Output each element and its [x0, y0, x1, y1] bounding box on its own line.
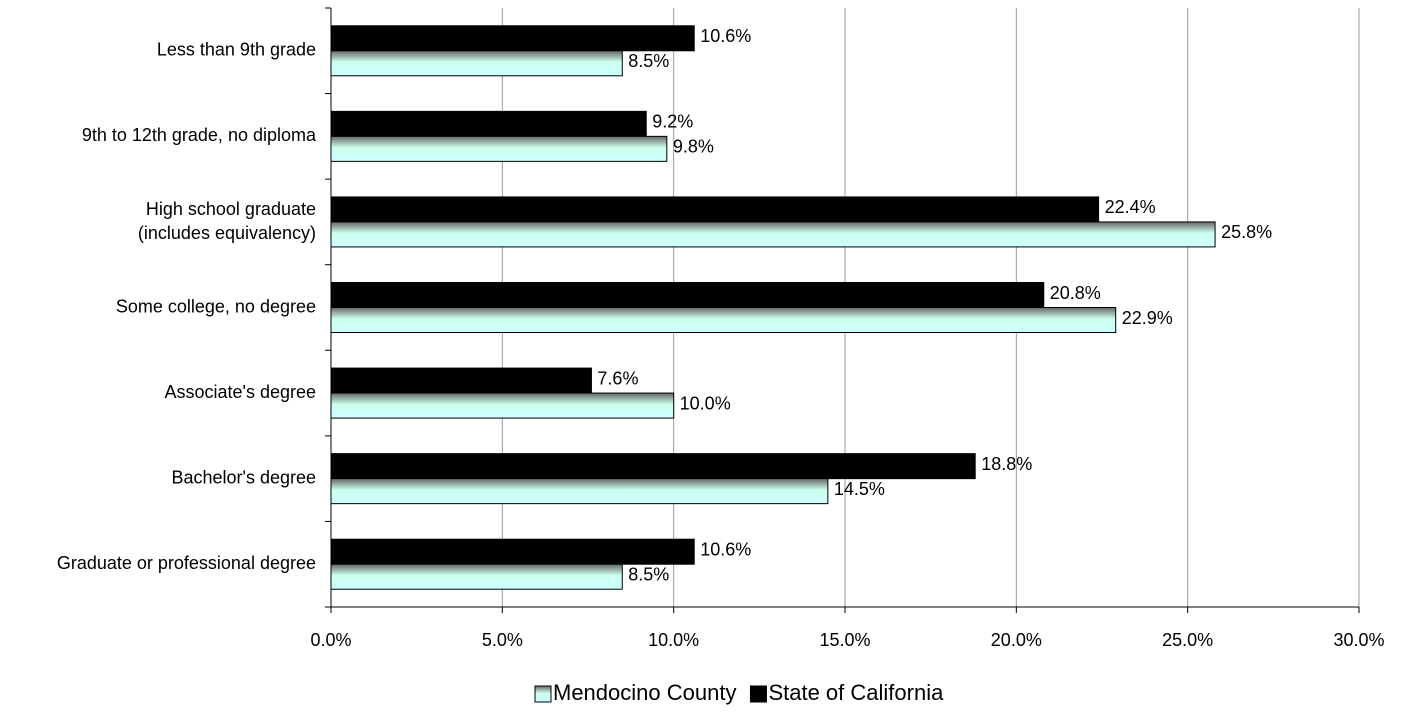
legend-label: Mendocino County [553, 680, 736, 705]
data-label: 9.2% [652, 112, 693, 132]
data-label: 10.6% [700, 26, 751, 46]
x-tick-label: 10.0% [648, 630, 699, 650]
bar [330, 307, 1117, 333]
bar [330, 282, 1045, 308]
y-tick-label-line: (includes equivalency) [138, 223, 316, 243]
bar [330, 563, 623, 590]
x-tick-label: 25.0% [1162, 630, 1213, 650]
bar [330, 196, 1100, 223]
x-tick-label: 5.0% [482, 630, 523, 650]
data-label: 18.8% [981, 454, 1032, 474]
data-label: 9.8% [673, 137, 714, 157]
y-tick-label: Graduate or professional degree [57, 553, 316, 573]
data-label: 25.8% [1221, 222, 1272, 242]
legend-swatch [749, 685, 767, 703]
data-label: 8.5% [628, 51, 669, 71]
data-label: 10.0% [680, 393, 731, 413]
y-tick-label-line: High school graduate [146, 199, 316, 219]
y-tick-label: Bachelor's degree [171, 467, 316, 487]
bar [330, 392, 675, 419]
x-tick-label: 15.0% [819, 630, 870, 650]
y-tick-label: 9th to 12th grade, no diploma [82, 125, 317, 145]
data-label: 10.6% [700, 539, 751, 559]
bar [330, 50, 623, 77]
y-tick-label: High school graduate (includes equivalenc… [138, 199, 316, 243]
x-tick-label: 20.0% [991, 630, 1042, 650]
y-tick-label: Associate's degree [164, 382, 316, 402]
x-tick-label: 30.0% [1333, 630, 1384, 650]
bar [330, 135, 668, 162]
y-tick-label: Some college, no degree [116, 296, 316, 316]
bar [330, 453, 976, 480]
bar [330, 110, 647, 137]
data-label: 20.8% [1050, 283, 1101, 303]
data-label: 22.9% [1122, 308, 1173, 328]
x-tick-label: 0.0% [310, 630, 351, 650]
legend-label: State of California [768, 680, 944, 705]
bar [330, 367, 592, 394]
data-label: 14.5% [834, 479, 885, 499]
data-label: 22.4% [1105, 197, 1156, 217]
data-label: 8.5% [628, 564, 669, 584]
legend-swatch [534, 685, 552, 703]
y-tick-label: Less than 9th grade [157, 40, 316, 60]
bar [330, 25, 695, 52]
data-label: 7.6% [597, 368, 638, 388]
bar [330, 221, 1216, 248]
bar [330, 538, 695, 565]
bar [330, 478, 829, 505]
